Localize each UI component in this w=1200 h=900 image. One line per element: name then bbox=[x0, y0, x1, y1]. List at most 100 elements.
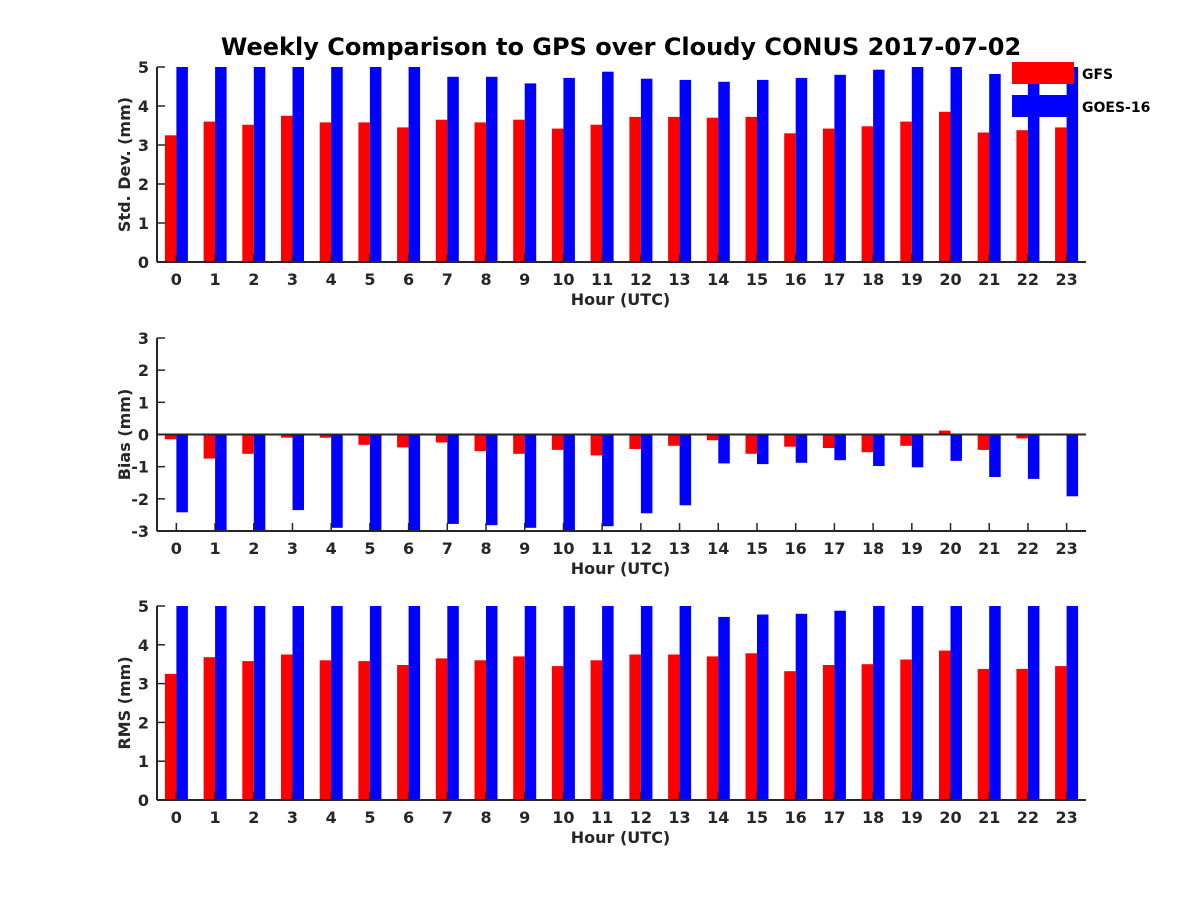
bar-bias-gfs-16 bbox=[784, 434, 796, 447]
x-tick-label-rms-22: 22 bbox=[1017, 808, 1039, 827]
bar-std-dev-goes16-22 bbox=[1027, 67, 1040, 262]
x-tick-label-rms-7: 7 bbox=[442, 808, 453, 827]
x-tick-label-bias-4: 4 bbox=[326, 539, 337, 558]
y-axis-label-rms: RMS (mm) bbox=[115, 656, 134, 749]
x-tick-label-bias-23: 23 bbox=[1056, 539, 1078, 558]
bar-std-dev-goes16-11 bbox=[602, 71, 614, 262]
bar-std-dev-gfs-10 bbox=[551, 128, 564, 262]
bar-std-dev-goes16-21 bbox=[989, 74, 1001, 262]
bar-rms-gfs-13 bbox=[668, 654, 680, 800]
bar-rms-gfs-15 bbox=[745, 653, 757, 800]
bar-bias-goes16-15 bbox=[757, 434, 769, 465]
x-tick-label-bias-15: 15 bbox=[746, 539, 768, 558]
x-tick-label-bias-21: 21 bbox=[978, 539, 1000, 558]
bar-rms-goes16-2 bbox=[253, 606, 266, 800]
bar-rms-gfs-7 bbox=[435, 658, 448, 800]
bar-std-dev-gfs-19 bbox=[900, 121, 912, 262]
bar-bias-gfs-22 bbox=[1016, 434, 1028, 439]
bar-bias-gfs-3 bbox=[281, 434, 293, 438]
y-tick-label-bias-3: 3 bbox=[138, 329, 149, 348]
y-axis-label-std-dev: Std. Dev. (mm) bbox=[115, 97, 134, 232]
bar-rms-goes16-0 bbox=[176, 606, 188, 800]
bar-bias-gfs-2 bbox=[242, 434, 254, 454]
bar-std-dev-goes16-23 bbox=[1066, 67, 1079, 262]
x-tick-label-std-dev-22: 22 bbox=[1017, 270, 1039, 289]
x-tick-label-rms-0: 0 bbox=[171, 808, 182, 827]
x-tick-label-bias-1: 1 bbox=[209, 539, 220, 558]
bar-std-dev-goes16-9 bbox=[524, 83, 537, 263]
bar-bias-goes16-13 bbox=[679, 434, 692, 506]
bar-bias-gfs-5 bbox=[358, 434, 370, 445]
x-tick-label-rms-2: 2 bbox=[248, 808, 259, 827]
legend-swatch-gfs bbox=[1012, 62, 1074, 84]
x-tick-label-std-dev-3: 3 bbox=[287, 270, 298, 289]
bar-rms-gfs-22 bbox=[1016, 668, 1028, 800]
bar-rms-gfs-12 bbox=[629, 654, 641, 800]
x-tick-label-rms-6: 6 bbox=[403, 808, 414, 827]
bar-std-dev-goes16-6 bbox=[408, 67, 421, 262]
y-tick-label-std-dev-5: 5 bbox=[138, 58, 149, 77]
bar-bias-goes16-7 bbox=[447, 434, 459, 524]
y-tick-label-bias--2: -2 bbox=[131, 490, 149, 509]
bar-std-dev-gfs-2 bbox=[242, 124, 254, 262]
x-tick-label-rms-21: 21 bbox=[978, 808, 1000, 827]
x-tick-label-std-dev-13: 13 bbox=[668, 270, 690, 289]
x-tick-label-rms-15: 15 bbox=[746, 808, 768, 827]
x-tick-label-rms-17: 17 bbox=[823, 808, 845, 827]
bar-bias-gfs-4 bbox=[319, 434, 332, 438]
x-tick-label-std-dev-1: 1 bbox=[209, 270, 220, 289]
bar-bias-goes16-19 bbox=[911, 434, 924, 468]
bar-rms-gfs-10 bbox=[551, 666, 564, 800]
bar-std-dev-gfs-23 bbox=[1055, 127, 1067, 263]
bar-std-dev-gfs-15 bbox=[745, 116, 757, 263]
bar-rms-goes16-6 bbox=[408, 606, 421, 800]
bar-std-dev-gfs-4 bbox=[319, 122, 332, 263]
x-tick-label-rms-3: 3 bbox=[287, 808, 298, 827]
x-tick-label-bias-7: 7 bbox=[442, 539, 453, 558]
bar-bias-gfs-14 bbox=[706, 434, 719, 441]
y-tick-label-bias-0: 0 bbox=[138, 426, 149, 445]
x-tick-label-bias-19: 19 bbox=[901, 539, 923, 558]
x-tick-label-std-dev-10: 10 bbox=[552, 270, 574, 289]
bar-rms-gfs-2 bbox=[242, 661, 254, 800]
bar-rms-gfs-1 bbox=[203, 657, 216, 800]
bar-rms-goes16-14 bbox=[718, 616, 730, 800]
bar-bias-goes16-9 bbox=[524, 434, 537, 528]
bar-bias-goes16-12 bbox=[640, 434, 653, 514]
x-tick-label-rms-16: 16 bbox=[785, 808, 807, 827]
x-tick-label-rms-9: 9 bbox=[519, 808, 530, 827]
bar-bias-gfs-10 bbox=[551, 434, 564, 450]
bar-bias-goes16-5 bbox=[369, 434, 382, 531]
bar-bias-goes16-6 bbox=[408, 434, 421, 531]
x-tick-label-std-dev-15: 15 bbox=[746, 270, 768, 289]
y-tick-label-rms-0: 0 bbox=[138, 791, 149, 810]
bar-bias-gfs-1 bbox=[203, 434, 216, 459]
bar-std-dev-gfs-0 bbox=[164, 135, 177, 263]
bar-bias-goes16-23 bbox=[1066, 434, 1079, 497]
x-tick-label-rms-8: 8 bbox=[480, 808, 491, 827]
bar-rms-gfs-18 bbox=[861, 664, 874, 800]
bar-bias-gfs-18 bbox=[861, 434, 874, 453]
bar-std-dev-gfs-6 bbox=[397, 127, 409, 263]
bar-rms-goes16-7 bbox=[447, 606, 459, 800]
bar-std-dev-gfs-7 bbox=[435, 119, 448, 262]
bar-rms-gfs-17 bbox=[822, 665, 835, 800]
bar-bias-goes16-10 bbox=[563, 434, 575, 531]
legend: GFS GOES-16 bbox=[1012, 62, 1150, 117]
x-tick-label-std-dev-14: 14 bbox=[707, 270, 729, 289]
x-tick-label-bias-20: 20 bbox=[939, 539, 961, 558]
y-tick-label-bias-2: 2 bbox=[138, 361, 149, 380]
bar-rms-goes16-4 bbox=[331, 606, 343, 800]
bar-std-dev-goes16-2 bbox=[253, 67, 266, 262]
bar-std-dev-gfs-8 bbox=[474, 122, 486, 263]
y-tick-label-rms-1: 1 bbox=[138, 752, 149, 771]
y-tick-label-std-dev-3: 3 bbox=[138, 136, 149, 155]
x-tick-label-bias-14: 14 bbox=[707, 539, 729, 558]
x-tick-label-std-dev-12: 12 bbox=[630, 270, 652, 289]
x-tick-label-rms-1: 1 bbox=[209, 808, 220, 827]
y-tick-label-rms-3: 3 bbox=[138, 675, 149, 694]
x-tick-label-rms-4: 4 bbox=[326, 808, 337, 827]
y-tick-label-rms-5: 5 bbox=[138, 597, 149, 616]
